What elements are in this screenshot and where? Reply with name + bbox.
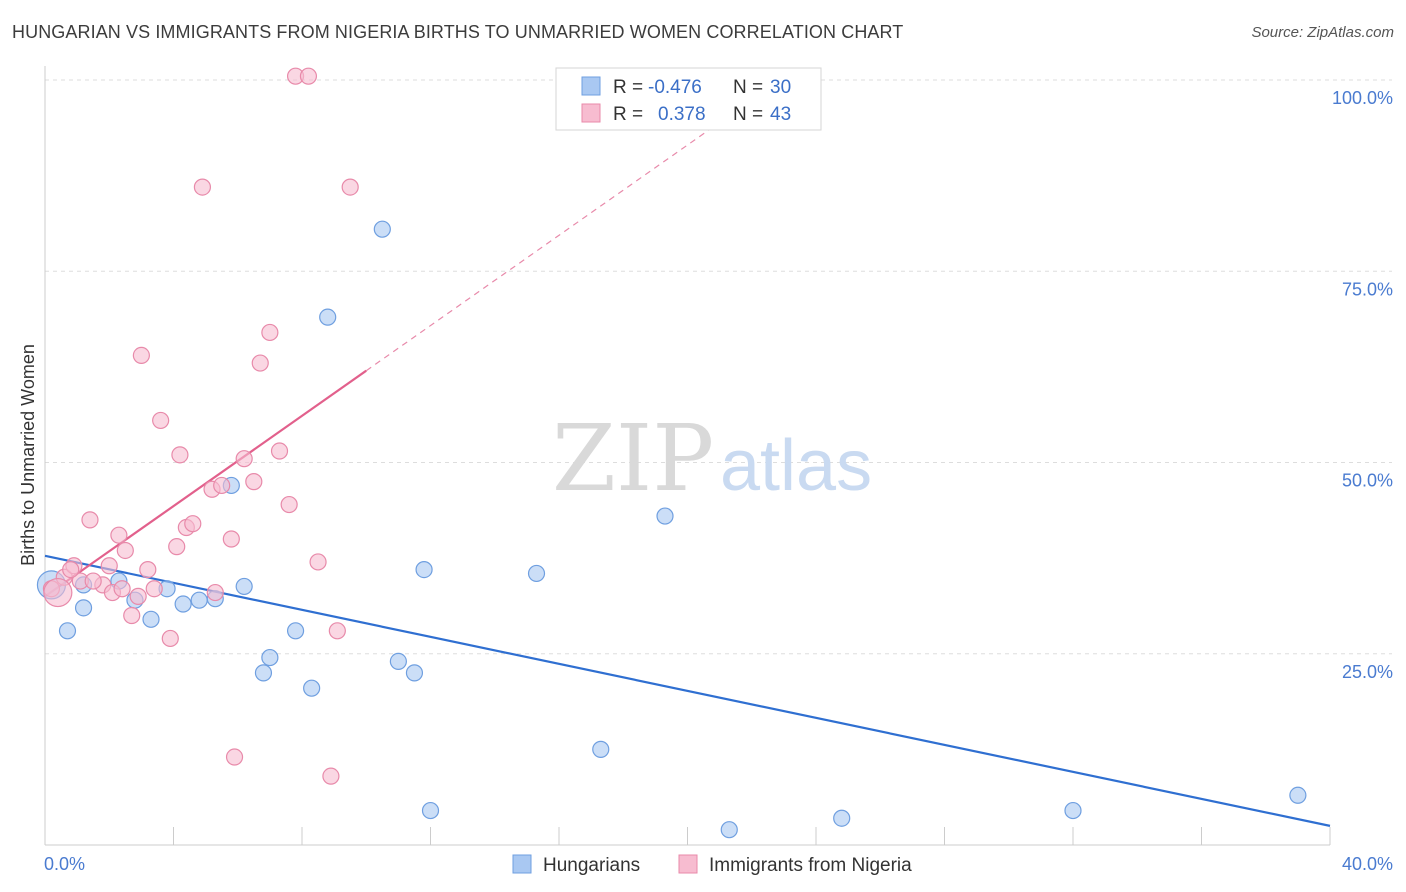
nigeria-point bbox=[43, 577, 73, 608]
hungarian-point bbox=[373, 220, 391, 238]
hungarian-trend-line bbox=[44, 554, 1331, 827]
nigeria-point bbox=[309, 553, 327, 571]
nigeria-point bbox=[62, 560, 80, 579]
nigeria-trend-line bbox=[44, 369, 367, 598]
chart-title: HUNGARIAN VS IMMIGRANTS FROM NIGERIA BIR… bbox=[12, 22, 904, 42]
nigeria-point bbox=[270, 442, 289, 460]
x-tick-label: 0.0% bbox=[44, 854, 85, 874]
nigeria-point bbox=[139, 560, 157, 579]
chart-source: Source: ZipAtlas.com bbox=[1251, 24, 1394, 41]
nigeria-point bbox=[225, 748, 244, 766]
legend-hungarians-swatch bbox=[512, 854, 532, 874]
nigeria-trend-extension bbox=[365, 99, 753, 372]
hungarian-point bbox=[303, 679, 321, 697]
nigeria-point bbox=[245, 473, 263, 491]
nigeria-point bbox=[171, 446, 189, 464]
y-axis-label: Births to Unmarried Women bbox=[18, 344, 38, 566]
nigeria-point bbox=[129, 587, 147, 605]
legend-swatch-blue bbox=[581, 76, 601, 96]
hungarian-point bbox=[174, 595, 192, 613]
legend-r-value-0: -0.476 bbox=[648, 77, 702, 98]
nigeria-point bbox=[84, 572, 102, 590]
nigeria-point bbox=[328, 622, 346, 640]
hungarian-point bbox=[421, 801, 440, 820]
legend-n-label-0: N = bbox=[733, 77, 763, 98]
hungarian-point bbox=[1289, 786, 1307, 804]
legend-r-label-1: R = bbox=[613, 104, 643, 125]
nigeria-point bbox=[213, 476, 231, 495]
hungarian-point bbox=[720, 821, 738, 839]
nigeria-point bbox=[261, 323, 279, 342]
nigeria-point bbox=[110, 526, 128, 544]
legend-nigeria-swatch bbox=[678, 854, 698, 874]
nigeria-point bbox=[152, 411, 170, 430]
hungarian-point bbox=[58, 622, 77, 640]
hungarian-point bbox=[1064, 801, 1082, 820]
trend-lines bbox=[44, 99, 1331, 827]
watermark-atlas: atlas bbox=[720, 426, 872, 506]
nigeria-point bbox=[168, 538, 186, 556]
y-tick-label: 75.0% bbox=[1342, 279, 1393, 299]
nigeria-point bbox=[341, 178, 359, 196]
nigeria-point bbox=[193, 178, 212, 196]
legend-n-value-0: 30 bbox=[770, 77, 791, 98]
hungarian-point bbox=[261, 648, 279, 667]
y-tick-label: 25.0% bbox=[1342, 662, 1393, 682]
nigeria-point bbox=[184, 515, 202, 533]
watermark-zip: ZIP bbox=[552, 405, 714, 512]
hungarian-point bbox=[235, 577, 253, 596]
hungarian-point bbox=[254, 664, 273, 682]
hungarian-point bbox=[592, 740, 610, 758]
legend-r-value-1: 0.378 bbox=[658, 104, 706, 125]
tick-labels: 25.0% 50.0% 75.0% 100.0% 0.0% 40.0% bbox=[44, 88, 1393, 874]
hungarian-point bbox=[142, 610, 160, 628]
nigeria-point bbox=[280, 495, 298, 514]
hungarian-point bbox=[527, 564, 546, 583]
legend-hungarians: Hungarians bbox=[543, 855, 640, 876]
nigeria-point bbox=[113, 580, 131, 598]
grid-lines bbox=[45, 79, 1392, 655]
y-tick-label: 100.0% bbox=[1332, 88, 1393, 108]
axes bbox=[44, 66, 1331, 846]
hungarian-point bbox=[389, 652, 407, 671]
hungarian-point bbox=[286, 622, 305, 640]
nigeria-point bbox=[116, 541, 134, 560]
legend-swatch-pink bbox=[581, 103, 601, 123]
nigeria-point bbox=[123, 606, 141, 625]
y-tick-label: 50.0% bbox=[1342, 471, 1393, 491]
legend-r-label-0: R = bbox=[613, 77, 643, 98]
hungarian-point bbox=[190, 591, 208, 609]
nigeria-point bbox=[100, 557, 118, 575]
series-legend: Hungarians Immigrants from Nigeria bbox=[512, 854, 912, 876]
hungarian-point bbox=[405, 664, 424, 682]
hungarian-point bbox=[833, 809, 851, 827]
nigeria-point bbox=[161, 629, 179, 648]
nigeria-point bbox=[206, 583, 224, 602]
nigeria-point bbox=[322, 767, 340, 785]
hungarian-point bbox=[656, 507, 674, 525]
x-tick-label: 40.0% bbox=[1342, 854, 1393, 874]
hungarian-point bbox=[319, 308, 337, 326]
nigeria-point bbox=[222, 530, 240, 548]
nigeria-point bbox=[81, 511, 99, 529]
nigeria-point bbox=[132, 346, 150, 364]
data-points bbox=[36, 67, 1307, 839]
legend-n-value-1: 43 bbox=[770, 104, 791, 125]
nigeria-point bbox=[235, 450, 253, 468]
nigeria-point bbox=[251, 354, 269, 372]
legend-n-label-1: N = bbox=[733, 104, 763, 125]
legend-nigeria: Immigrants from Nigeria bbox=[709, 855, 912, 876]
stats-legend: R = -0.476 N = 30 R = 0.378 N = 43 bbox=[555, 67, 822, 131]
nigeria-point bbox=[145, 580, 163, 598]
hungarian-point bbox=[415, 560, 433, 579]
nigeria-point bbox=[299, 67, 318, 85]
hungarian-point bbox=[74, 599, 93, 617]
